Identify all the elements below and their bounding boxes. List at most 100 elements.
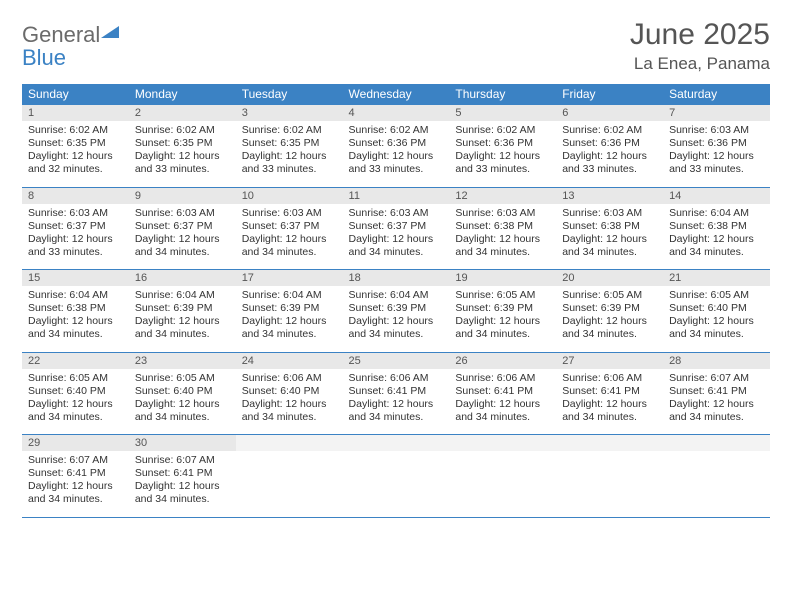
dayhead-wednesday: Wednesday <box>343 84 450 105</box>
dayhead-monday: Monday <box>129 84 236 105</box>
day-number: 16 <box>129 270 236 286</box>
day-cell: 13Sunrise: 6:03 AMSunset: 6:38 PMDayligh… <box>556 187 663 270</box>
daylight-line: Daylight: 12 hours and 33 minutes. <box>349 150 444 176</box>
daylight-line: Daylight: 12 hours and 34 minutes. <box>242 233 337 259</box>
day-cell: 21Sunrise: 6:05 AMSunset: 6:40 PMDayligh… <box>663 270 770 353</box>
day-number: 12 <box>449 188 556 204</box>
daylight-line: Daylight: 12 hours and 34 minutes. <box>455 398 550 424</box>
day-number: 22 <box>22 353 129 369</box>
daylight-line: Daylight: 12 hours and 34 minutes. <box>135 398 230 424</box>
day-number: 1 <box>22 105 129 121</box>
sunrise-line: Sunrise: 6:07 AM <box>669 372 764 385</box>
calendar-body: 1Sunrise: 6:02 AMSunset: 6:35 PMDaylight… <box>22 105 770 518</box>
day-cell: 6Sunrise: 6:02 AMSunset: 6:36 PMDaylight… <box>556 105 663 188</box>
sunset-line: Sunset: 6:37 PM <box>28 220 123 233</box>
day-number: 20 <box>556 270 663 286</box>
sunset-line: Sunset: 6:35 PM <box>135 137 230 150</box>
daylight-line: Daylight: 12 hours and 34 minutes. <box>669 315 764 341</box>
sunset-line: Sunset: 6:35 PM <box>242 137 337 150</box>
sunrise-line: Sunrise: 6:02 AM <box>242 124 337 137</box>
day-body: Sunrise: 6:03 AMSunset: 6:37 PMDaylight:… <box>129 204 236 270</box>
sunset-line: Sunset: 6:41 PM <box>669 385 764 398</box>
sunset-line: Sunset: 6:41 PM <box>28 467 123 480</box>
daylight-line: Daylight: 12 hours and 34 minutes. <box>242 315 337 341</box>
sunrise-line: Sunrise: 6:06 AM <box>242 372 337 385</box>
day-number: 7 <box>663 105 770 121</box>
logo-triangle-icon <box>101 24 119 43</box>
day-body: Sunrise: 6:05 AMSunset: 6:39 PMDaylight:… <box>449 286 556 352</box>
day-cell: 5Sunrise: 6:02 AMSunset: 6:36 PMDaylight… <box>449 105 556 188</box>
daylight-line: Daylight: 12 hours and 34 minutes. <box>562 398 657 424</box>
day-cell: 7Sunrise: 6:03 AMSunset: 6:36 PMDaylight… <box>663 105 770 188</box>
daylight-line: Daylight: 12 hours and 34 minutes. <box>562 233 657 259</box>
day-number <box>236 435 343 451</box>
sunrise-line: Sunrise: 6:05 AM <box>455 289 550 302</box>
day-body <box>236 451 343 511</box>
day-cell: 25Sunrise: 6:06 AMSunset: 6:41 PMDayligh… <box>343 352 450 435</box>
day-body: Sunrise: 6:02 AMSunset: 6:36 PMDaylight:… <box>449 121 556 187</box>
location: La Enea, Panama <box>630 54 770 74</box>
day-body <box>663 451 770 511</box>
sunset-line: Sunset: 6:38 PM <box>455 220 550 233</box>
daylight-line: Daylight: 12 hours and 33 minutes. <box>669 150 764 176</box>
daylight-line: Daylight: 12 hours and 34 minutes. <box>349 398 444 424</box>
day-number: 27 <box>556 353 663 369</box>
day-body: Sunrise: 6:03 AMSunset: 6:37 PMDaylight:… <box>343 204 450 270</box>
day-cell: 24Sunrise: 6:06 AMSunset: 6:40 PMDayligh… <box>236 352 343 435</box>
logo: General Blue <box>22 24 119 70</box>
logo-text: General Blue <box>22 24 119 70</box>
sunrise-line: Sunrise: 6:05 AM <box>562 289 657 302</box>
day-body: Sunrise: 6:02 AMSunset: 6:35 PMDaylight:… <box>236 121 343 187</box>
day-body: Sunrise: 6:02 AMSunset: 6:35 PMDaylight:… <box>22 121 129 187</box>
dayhead-friday: Friday <box>556 84 663 105</box>
sunrise-line: Sunrise: 6:06 AM <box>349 372 444 385</box>
dayhead-saturday: Saturday <box>663 84 770 105</box>
daylight-line: Daylight: 12 hours and 34 minutes. <box>349 233 444 259</box>
day-body: Sunrise: 6:03 AMSunset: 6:36 PMDaylight:… <box>663 121 770 187</box>
day-number: 21 <box>663 270 770 286</box>
day-cell: 2Sunrise: 6:02 AMSunset: 6:35 PMDaylight… <box>129 105 236 188</box>
sunset-line: Sunset: 6:41 PM <box>562 385 657 398</box>
day-number: 24 <box>236 353 343 369</box>
day-cell: 15Sunrise: 6:04 AMSunset: 6:38 PMDayligh… <box>22 270 129 353</box>
title-block: June 2025 La Enea, Panama <box>630 18 770 74</box>
sunrise-line: Sunrise: 6:02 AM <box>28 124 123 137</box>
day-cell: 27Sunrise: 6:06 AMSunset: 6:41 PMDayligh… <box>556 352 663 435</box>
sunset-line: Sunset: 6:36 PM <box>669 137 764 150</box>
sunrise-line: Sunrise: 6:04 AM <box>242 289 337 302</box>
sunset-line: Sunset: 6:38 PM <box>669 220 764 233</box>
daylight-line: Daylight: 12 hours and 34 minutes. <box>28 315 123 341</box>
day-body: Sunrise: 6:06 AMSunset: 6:40 PMDaylight:… <box>236 369 343 435</box>
day-number: 3 <box>236 105 343 121</box>
dayhead-tuesday: Tuesday <box>236 84 343 105</box>
sunrise-line: Sunrise: 6:03 AM <box>455 207 550 220</box>
day-body: Sunrise: 6:03 AMSunset: 6:38 PMDaylight:… <box>556 204 663 270</box>
sunset-line: Sunset: 6:39 PM <box>349 302 444 315</box>
daylight-line: Daylight: 12 hours and 34 minutes. <box>28 398 123 424</box>
daylight-line: Daylight: 12 hours and 34 minutes. <box>135 480 230 506</box>
sunrise-line: Sunrise: 6:05 AM <box>669 289 764 302</box>
day-body: Sunrise: 6:06 AMSunset: 6:41 PMDaylight:… <box>556 369 663 435</box>
day-number: 30 <box>129 435 236 451</box>
day-cell: 14Sunrise: 6:04 AMSunset: 6:38 PMDayligh… <box>663 187 770 270</box>
daylight-line: Daylight: 12 hours and 34 minutes. <box>135 233 230 259</box>
day-number <box>343 435 450 451</box>
day-cell <box>663 435 770 518</box>
day-body: Sunrise: 6:04 AMSunset: 6:39 PMDaylight:… <box>343 286 450 352</box>
day-body: Sunrise: 6:06 AMSunset: 6:41 PMDaylight:… <box>343 369 450 435</box>
sunrise-line: Sunrise: 6:03 AM <box>562 207 657 220</box>
sunrise-line: Sunrise: 6:03 AM <box>349 207 444 220</box>
dayhead-thursday: Thursday <box>449 84 556 105</box>
day-cell: 29Sunrise: 6:07 AMSunset: 6:41 PMDayligh… <box>22 435 129 518</box>
day-cell: 11Sunrise: 6:03 AMSunset: 6:37 PMDayligh… <box>343 187 450 270</box>
day-cell <box>449 435 556 518</box>
day-number: 25 <box>343 353 450 369</box>
day-cell: 26Sunrise: 6:06 AMSunset: 6:41 PMDayligh… <box>449 352 556 435</box>
day-number: 8 <box>22 188 129 204</box>
day-cell: 23Sunrise: 6:05 AMSunset: 6:40 PMDayligh… <box>129 352 236 435</box>
daylight-line: Daylight: 12 hours and 33 minutes. <box>242 150 337 176</box>
day-cell: 9Sunrise: 6:03 AMSunset: 6:37 PMDaylight… <box>129 187 236 270</box>
day-cell: 20Sunrise: 6:05 AMSunset: 6:39 PMDayligh… <box>556 270 663 353</box>
daylight-line: Daylight: 12 hours and 32 minutes. <box>28 150 123 176</box>
sunset-line: Sunset: 6:38 PM <box>28 302 123 315</box>
